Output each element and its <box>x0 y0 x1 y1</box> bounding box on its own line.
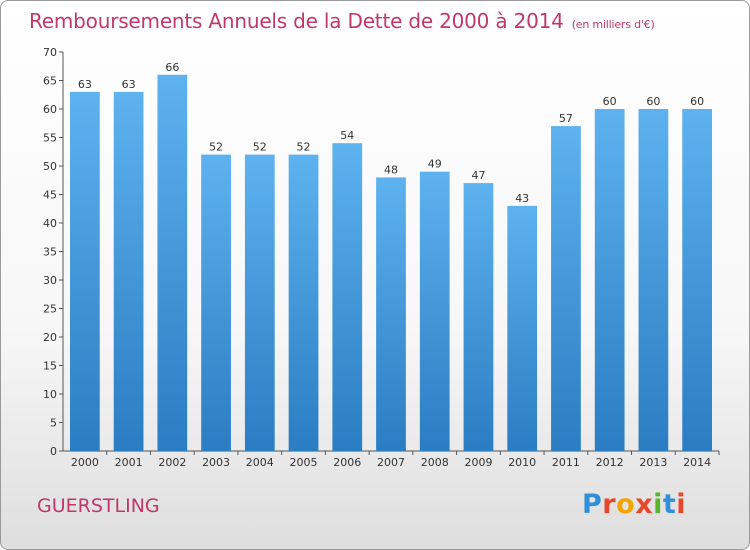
y-tick-label: 65 <box>43 75 57 88</box>
chart-title-text: Remboursements Annuels de la Dette de 20… <box>29 9 564 33</box>
bar-2000 <box>69 91 100 452</box>
y-tick-label: 35 <box>43 246 57 259</box>
y-tick-label: 50 <box>43 160 57 173</box>
bar-2014 <box>682 109 713 451</box>
bar-value-label: 63 <box>122 78 136 91</box>
bar-value-label: 48 <box>384 163 398 176</box>
logo-letter: o <box>616 489 636 520</box>
bar-value-label: 47 <box>471 169 485 182</box>
x-tick-label: 2005 <box>290 456 318 469</box>
y-tick-label: 20 <box>43 331 57 344</box>
bar-2009 <box>463 183 494 451</box>
bar-2010 <box>507 205 538 451</box>
bar-value-label: 54 <box>340 129 354 142</box>
y-tick-label: 5 <box>50 417 57 430</box>
y-tick-label: 55 <box>43 132 57 145</box>
x-tick-label: 2003 <box>202 456 230 469</box>
y-tick-label: 45 <box>43 189 57 202</box>
town-name: GUERSTLING <box>37 495 160 517</box>
x-tick-label: 2009 <box>464 456 492 469</box>
x-tick-label: 2010 <box>508 456 536 469</box>
y-tick-label: 25 <box>43 303 57 316</box>
x-tick-label: 2001 <box>115 456 143 469</box>
chart-unit: (en milliers d'€) <box>571 18 655 31</box>
y-tick-label: 10 <box>43 388 57 401</box>
logo-letter: x <box>635 489 654 520</box>
bar-2011 <box>551 126 581 451</box>
bar-2007 <box>376 177 406 451</box>
logo-letter: t <box>662 489 677 520</box>
chart-title: Remboursements Annuels de la Dette de 20… <box>29 9 655 33</box>
y-tick-label: 40 <box>43 217 57 230</box>
bar-value-label: 52 <box>209 141 223 154</box>
bar-value-label: 52 <box>253 141 267 154</box>
logo-letter: r <box>602 489 617 520</box>
bar-value-label: 60 <box>603 95 617 108</box>
y-tick-label: 0 <box>50 445 57 458</box>
bar-value-label: 63 <box>78 78 92 91</box>
x-tick-label: 2002 <box>158 456 186 469</box>
y-tick-label: 70 <box>43 46 57 59</box>
bar-2012 <box>594 109 625 451</box>
proxiti-logo: Proxiti <box>582 489 686 520</box>
bar-value-label: 60 <box>646 95 660 108</box>
bar-2003 <box>201 154 231 451</box>
bar-2013 <box>638 109 669 451</box>
x-tick-label: 2000 <box>71 456 99 469</box>
x-tick-label: 2014 <box>683 456 711 469</box>
bar-value-label: 49 <box>428 158 442 171</box>
x-tick-label: 2004 <box>246 456 274 469</box>
bar-2004 <box>244 154 275 451</box>
x-tick-label: 2011 <box>552 456 580 469</box>
bar-value-label: 52 <box>297 141 311 154</box>
bar-2006 <box>332 143 363 451</box>
y-tick-label: 60 <box>43 103 57 116</box>
bar-value-label: 60 <box>690 95 704 108</box>
x-tick-label: 2013 <box>639 456 667 469</box>
bar-2005 <box>288 154 319 451</box>
x-tick-label: 2006 <box>333 456 361 469</box>
bar-2002 <box>157 74 188 452</box>
bar-value-label: 57 <box>559 112 573 125</box>
x-tick-label: 2008 <box>421 456 449 469</box>
logo-letter: i <box>653 489 663 520</box>
bar-2008 <box>419 171 450 451</box>
bar-value-label: 66 <box>165 61 179 74</box>
logo-letter: P <box>582 489 603 520</box>
y-tick-label: 30 <box>43 274 57 287</box>
x-tick-label: 2012 <box>596 456 624 469</box>
y-tick-label: 15 <box>43 360 57 373</box>
x-tick-label: 2007 <box>377 456 405 469</box>
logo-letter: i <box>676 489 687 520</box>
bar-value-label: 43 <box>515 192 529 205</box>
bar-2001 <box>113 91 144 452</box>
